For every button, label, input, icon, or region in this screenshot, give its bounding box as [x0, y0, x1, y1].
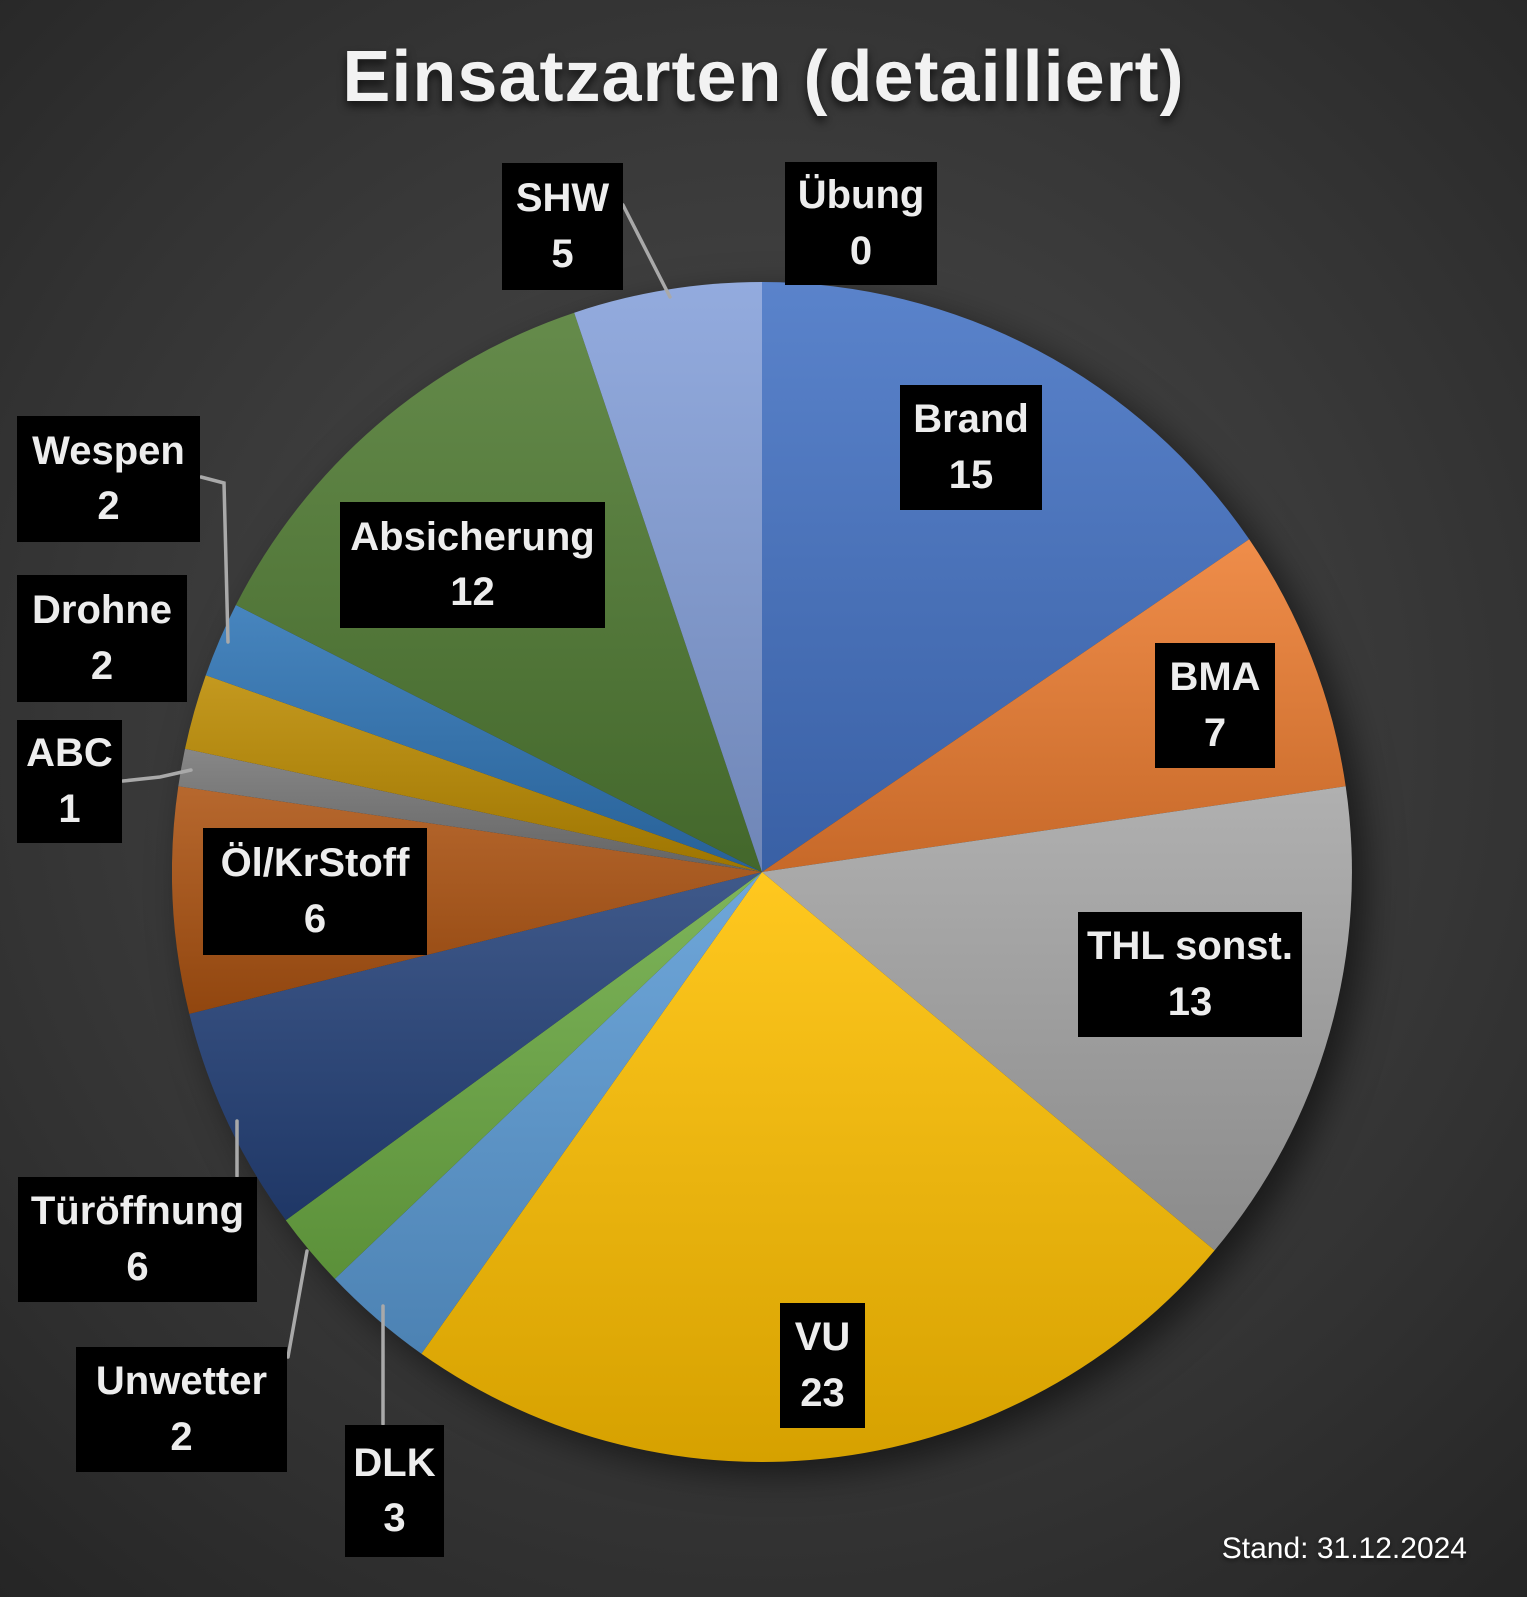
pie-slice-label: Türöffnung 6 [18, 1177, 257, 1302]
pie-slice-label-value: 6 [126, 1244, 149, 1289]
pie-slice-label: Wespen 2 [17, 416, 200, 542]
pie-slice-label-name: Absicherung [350, 514, 595, 559]
pie-slice-label-name: DLK [353, 1440, 436, 1485]
pie-slice-label-value: 1 [58, 786, 81, 831]
pie-slice-label: DLK 3 [345, 1425, 444, 1557]
pie-slice [178, 748, 763, 872]
pie-slice [205, 605, 763, 872]
pie-slice-label-value: 3 [383, 1496, 406, 1540]
pie-slice-label-name: Öl/KrStoff [220, 841, 410, 886]
pie-slices-group [172, 282, 1352, 1462]
pie-slice-label: SHW 5 [502, 163, 623, 290]
pie-slice [185, 675, 762, 872]
pie-slice-label-name: VU [794, 1315, 851, 1360]
leader-line [121, 768, 193, 783]
pie-slice-label: Drohne 2 [17, 575, 187, 702]
pie-slice [334, 872, 762, 1354]
pie-slice-label-value: 15 [948, 452, 994, 497]
pie-slice-label: Öl/KrStoff 6 [203, 828, 427, 955]
pie-slice-label-name: Wespen [32, 428, 185, 473]
leader-line [199, 475, 230, 644]
pie-slice-label-value: 23 [800, 1370, 845, 1415]
pie-slice-label-value: 2 [97, 484, 120, 528]
pie-slice-label-name: Brand [913, 397, 1029, 442]
pie-slice-label-value: 2 [170, 1414, 193, 1459]
pie-slice [189, 872, 763, 1221]
pie-slice [285, 872, 762, 1279]
pie-slice-label: Übung 0 [785, 162, 937, 285]
pie-slice-label-value: 0 [849, 228, 873, 273]
pie-slice-label-name: Unwetter [95, 1359, 268, 1404]
pie-slice-label: VU 23 [780, 1303, 865, 1428]
chart-title: Einsatzarten (detailliert) [342, 37, 1185, 117]
pie-slice-label-name: SHW [515, 176, 610, 221]
pie-slice-label: Unwetter 2 [76, 1347, 287, 1472]
pie-slice [762, 786, 1352, 1251]
pie-slice [762, 282, 1250, 872]
pie-slice-label-value: 12 [450, 570, 495, 614]
pie-slice-label-value: 7 [1203, 710, 1227, 755]
pie-slice [762, 539, 1346, 872]
pie-slice-label-value: 13 [1167, 979, 1213, 1024]
pie-slice-label-name: THL sonst. [1087, 924, 1293, 969]
leader-line [621, 203, 672, 299]
pie-slice-label: Brand 15 [900, 385, 1042, 510]
pie-slice-label-name: ABC [26, 731, 113, 776]
pie-slice-label: BMA 7 [1155, 643, 1275, 768]
footer-date: Stand: 31.12.2024 [1221, 1532, 1467, 1565]
pie-slice-label-value: 5 [551, 231, 574, 276]
pie-slice-label-name: Drohne [32, 588, 172, 633]
pie-slice-label: THL sonst. 13 [1078, 912, 1302, 1037]
pie-slice [574, 282, 762, 872]
leader-line [286, 1249, 309, 1359]
pie-slice-label: ABC 1 [17, 720, 122, 843]
pie-slice-label: Absicherung 12 [340, 502, 605, 628]
pie-slice-label-value: 2 [90, 643, 114, 688]
pie-slice-label-name: BMA [1169, 655, 1261, 700]
pie-slice [421, 872, 1215, 1462]
pie-slice-label-name: Übung [797, 173, 925, 218]
pie-slice-label-name: Türöffnung [30, 1189, 245, 1234]
pie-slice-label-value: 6 [303, 896, 327, 941]
